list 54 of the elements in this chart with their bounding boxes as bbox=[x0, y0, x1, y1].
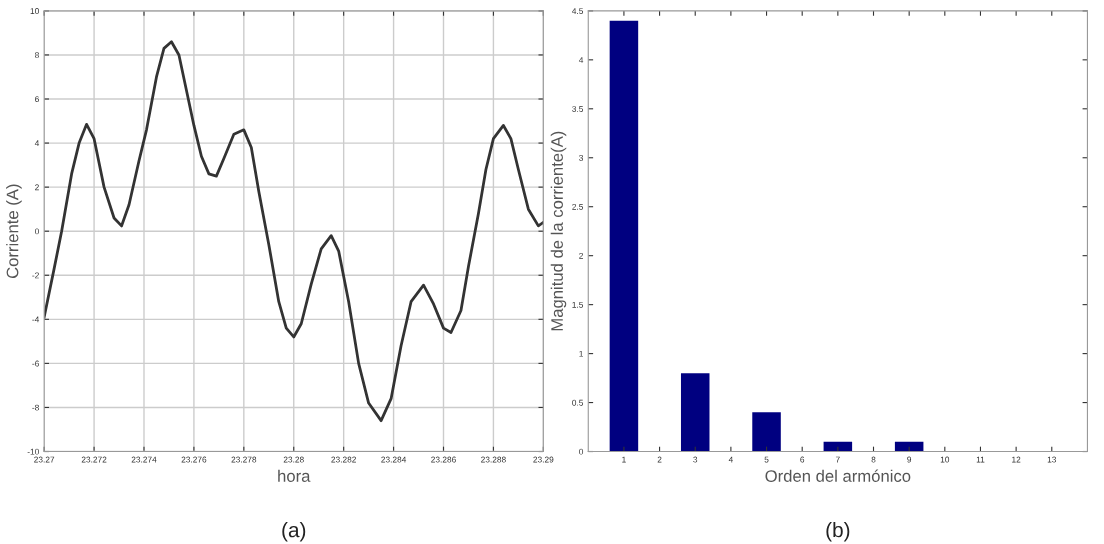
y-tick-label: -8 bbox=[32, 404, 39, 411]
y-tick-label: -4 bbox=[32, 316, 40, 323]
y-tick-label: 4 bbox=[578, 57, 584, 63]
x-tick-label: 8 bbox=[871, 456, 876, 463]
y-tick-label: 4.5 bbox=[572, 8, 584, 14]
x-tick-label: 23.29 bbox=[533, 456, 554, 463]
y-tick-label: 4 bbox=[34, 140, 40, 147]
x-tick-label: 4 bbox=[728, 456, 733, 463]
y-tick-label: 1 bbox=[579, 350, 583, 357]
x-tick-label: 10 bbox=[940, 456, 950, 463]
text: (b) bbox=[826, 522, 850, 542]
x-tick-label: 23.278 bbox=[231, 456, 257, 463]
x-tick-label: 23.272 bbox=[81, 456, 107, 463]
bar bbox=[680, 373, 710, 452]
x-tick-label: 11 bbox=[976, 456, 985, 463]
y-tick-label: 1.5 bbox=[572, 301, 584, 308]
x-tick-label: 6 bbox=[800, 456, 805, 463]
x-tick-label: 9 bbox=[907, 456, 912, 463]
x-tick-label: 23.28 bbox=[283, 456, 304, 463]
y-tick-label: 8 bbox=[35, 52, 39, 59]
y-tick-label: 2 bbox=[35, 184, 39, 191]
x-tick-label: 13 bbox=[1047, 456, 1057, 463]
y-tick-label: 0 bbox=[34, 228, 39, 235]
x-axis-title: hora bbox=[278, 469, 311, 482]
x-tick-label: 2 bbox=[657, 456, 662, 463]
x-tick-label: 5 bbox=[764, 456, 769, 463]
x-tick-label: 1 bbox=[622, 456, 626, 463]
x-tick-label: 23.288 bbox=[481, 456, 506, 463]
bar bbox=[752, 412, 781, 452]
x-tick-label: 7 bbox=[835, 456, 840, 463]
y-tick-label: 3.5 bbox=[572, 106, 584, 112]
y-tick-label: 0.5 bbox=[572, 399, 584, 406]
text: (a) bbox=[282, 522, 306, 542]
x-tick-label: 23.286 bbox=[431, 456, 456, 463]
y-axis-title: Corriente (A) bbox=[6, 184, 22, 279]
x-tick-label: 23.27 bbox=[34, 456, 55, 463]
y-tick-label: 10 bbox=[30, 8, 39, 14]
x-tick-label: 23.284 bbox=[381, 456, 407, 463]
y-tick-label: 2 bbox=[579, 252, 583, 259]
bar bbox=[609, 20, 639, 452]
x-axis-title: Orden del armónico bbox=[765, 469, 911, 482]
y-tick-label: -6 bbox=[32, 360, 39, 367]
y-axis-title: Magnitud de la corriente(A) bbox=[550, 131, 567, 331]
y-tick-label: -2 bbox=[32, 272, 39, 279]
x-tick-label: 23.282 bbox=[331, 456, 356, 463]
x-tick-label: 23.274 bbox=[131, 456, 157, 463]
y-tick-label: 3 bbox=[579, 154, 584, 161]
y-tick-label: 2.5 bbox=[572, 203, 584, 210]
x-tick-label: 12 bbox=[1012, 456, 1021, 463]
y-tick-label: 0 bbox=[579, 448, 584, 455]
y-tick-label: -10 bbox=[27, 448, 39, 455]
x-tick-label: 3 bbox=[693, 456, 698, 463]
y-tick-label: 6 bbox=[35, 96, 39, 103]
x-tick-label: 23.276 bbox=[181, 456, 207, 463]
